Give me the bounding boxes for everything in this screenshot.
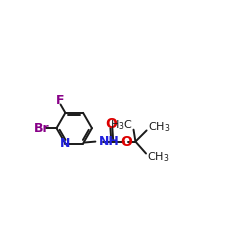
Text: O: O bbox=[106, 117, 117, 131]
Text: CH$_3$: CH$_3$ bbox=[147, 150, 170, 164]
Text: N: N bbox=[60, 137, 70, 150]
Text: CH$_3$: CH$_3$ bbox=[148, 120, 170, 134]
Text: F: F bbox=[56, 94, 65, 107]
Text: H$_3$C: H$_3$C bbox=[110, 118, 132, 132]
Text: O: O bbox=[121, 134, 132, 148]
Text: NH: NH bbox=[99, 135, 119, 148]
Text: Br: Br bbox=[34, 122, 50, 135]
